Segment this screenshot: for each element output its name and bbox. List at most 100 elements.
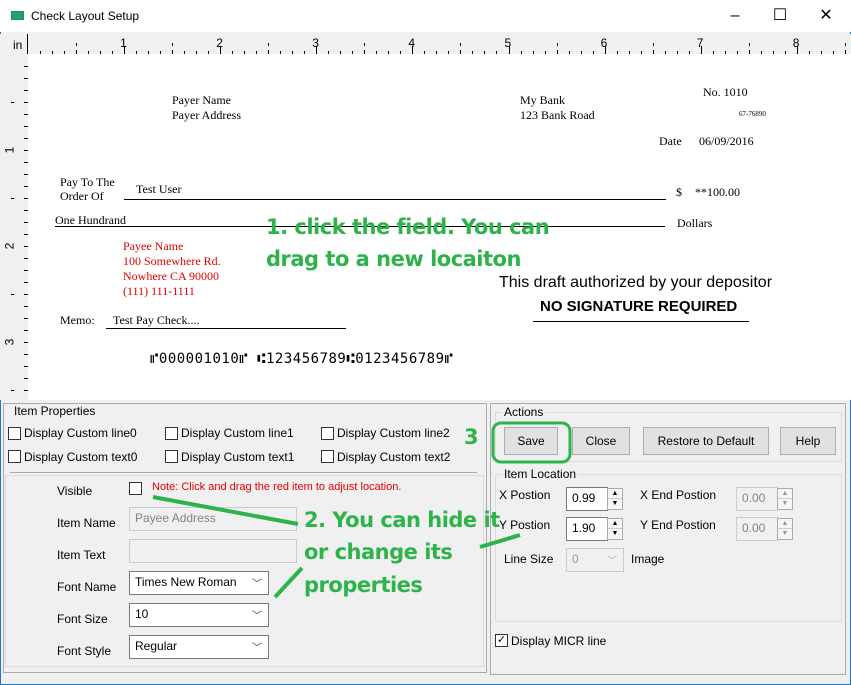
- app-icon: [11, 11, 24, 20]
- ruler-tick: [604, 46, 606, 54]
- custom-text1-label[interactable]: Display Custom text1: [181, 450, 295, 464]
- ruler-tick: [592, 51, 594, 54]
- actions-group: [495, 412, 842, 462]
- ruler-tick: [712, 51, 714, 54]
- custom-text0-checkbox[interactable]: [8, 450, 21, 463]
- ruler-tick: [352, 51, 354, 54]
- save-button[interactable]: Save: [504, 427, 558, 455]
- item-text-field[interactable]: [129, 539, 297, 563]
- font-style-select[interactable]: Regular ﹀: [129, 635, 269, 659]
- ruler-tick: [136, 51, 138, 54]
- font-style-label: Font Style: [57, 644, 112, 658]
- y-end-position-spinner[interactable]: ▲ ▼: [777, 518, 793, 540]
- y-position-field[interactable]: 1.90: [566, 517, 608, 541]
- ruler-tick: [24, 306, 28, 308]
- ruler-tick: [496, 51, 498, 54]
- fraction-code[interactable]: 67-76890: [739, 110, 766, 118]
- bank-address[interactable]: 123 Bank Road: [520, 108, 595, 122]
- ruler-tick: [340, 51, 342, 54]
- display-micr-label[interactable]: Display MICR line: [511, 634, 607, 648]
- help-button[interactable]: Help: [780, 427, 836, 455]
- ruler-tick: [484, 51, 486, 54]
- amount[interactable]: **100.00: [695, 185, 740, 199]
- memo-line: [106, 328, 346, 329]
- close-button[interactable]: Close: [572, 427, 630, 455]
- chevron-down-icon: ﹀: [252, 579, 262, 590]
- annotation-3: 3: [464, 425, 479, 449]
- line-size-select[interactable]: 0 ﹀: [566, 548, 624, 572]
- micr-line[interactable]: ⑈000001010⑈ ⑆123456789⑆0123456789⑈: [150, 351, 454, 367]
- ruler-tick: [208, 51, 210, 54]
- ruler-tick: [24, 282, 28, 284]
- visible-checkbox[interactable]: [129, 482, 142, 495]
- ruler-tick: [160, 51, 162, 54]
- ruler-tick: [412, 46, 414, 54]
- item-fields-group: [5, 475, 484, 667]
- dollars-label[interactable]: Dollars: [677, 216, 713, 230]
- ruler-tick: [11, 102, 14, 104]
- x-position-spinner[interactable]: ▲ ▼: [607, 488, 623, 510]
- custom-line2-checkbox[interactable]: [321, 427, 334, 440]
- payee-block-name[interactable]: Payee Name: [123, 239, 184, 253]
- ruler-label: 6: [600, 36, 608, 50]
- custom-text2-checkbox[interactable]: [321, 450, 334, 463]
- ruler-tick: [460, 43, 462, 46]
- ruler-tick: [244, 51, 246, 54]
- memo-label[interactable]: Memo:: [60, 313, 95, 327]
- display-micr-checkbox[interactable]: ✓: [495, 634, 508, 647]
- ruler-tick: [292, 51, 294, 54]
- custom-line1-label[interactable]: Display Custom line1: [181, 426, 294, 440]
- check-canvas[interactable]: Payer Name Payer Address My Bank 123 Ban…: [28, 54, 851, 400]
- x-position-field[interactable]: 0.99: [566, 487, 608, 511]
- custom-line1-checkbox[interactable]: [165, 427, 178, 440]
- ruler-tick: [24, 330, 28, 332]
- font-name-select[interactable]: Times New Roman ﹀: [129, 571, 269, 595]
- payee-block-phone[interactable]: (111) 111-1111: [123, 284, 195, 298]
- custom-text1-checkbox[interactable]: [165, 450, 178, 463]
- restore-default-button[interactable]: Restore to Default: [643, 427, 769, 455]
- font-size-select[interactable]: 10 ﹀: [129, 603, 269, 627]
- custom-line0-label[interactable]: Display Custom line0: [24, 426, 137, 440]
- item-properties-panel: [3, 403, 487, 673]
- payer-address[interactable]: Payer Address: [172, 108, 241, 122]
- ruler-tick: [436, 51, 438, 54]
- memo-value[interactable]: Test Pay Check....: [113, 313, 200, 327]
- pay-to-label-1[interactable]: Pay To The: [60, 175, 115, 189]
- authorized-text[interactable]: This draft authorized by your depositor: [499, 274, 773, 291]
- date-label[interactable]: Date: [659, 134, 682, 148]
- x-end-position-field[interactable]: 0.00: [736, 487, 778, 511]
- bank-name[interactable]: My Bank: [520, 93, 565, 107]
- payee-block-address[interactable]: 100 Somewhere Rd.: [123, 254, 221, 268]
- ruler-tick: [100, 51, 102, 54]
- ruler-tick: [796, 46, 798, 54]
- ruler-tick: [268, 50, 270, 54]
- close-window-button[interactable]: ✕: [819, 7, 833, 24]
- pay-to-label-2[interactable]: Order Of: [60, 189, 104, 203]
- custom-text2-label[interactable]: Display Custom text2: [337, 450, 451, 464]
- check-number[interactable]: No. 1010: [703, 85, 748, 99]
- ruler-tick: [688, 51, 690, 54]
- window-title: Check Layout Setup: [31, 9, 140, 23]
- ruler-tick: [556, 43, 558, 46]
- custom-line2-label[interactable]: Display Custom line2: [337, 426, 450, 440]
- ruler-tick: [24, 126, 28, 128]
- minimize-button[interactable]: –: [730, 7, 740, 24]
- date-value[interactable]: 06/09/2016: [699, 134, 754, 148]
- ruler-tick: [184, 51, 186, 54]
- item-location-title: Item Location: [502, 467, 579, 481]
- payer-name[interactable]: Payer Name: [172, 93, 231, 107]
- amount-words[interactable]: One Hundrand: [55, 213, 126, 227]
- ruler-tick: [748, 50, 750, 54]
- ruler-tick: [196, 51, 198, 54]
- payee-block-city[interactable]: Nowhere CA 90000: [123, 269, 219, 283]
- custom-line0-checkbox[interactable]: [8, 427, 21, 440]
- maximize-button[interactable]: ☐: [772, 7, 788, 24]
- no-signature-text[interactable]: NO SIGNATURE REQUIRED: [540, 298, 738, 315]
- y-position-spinner[interactable]: ▲ ▼: [607, 518, 623, 540]
- divider: [10, 472, 477, 473]
- dollar-sign[interactable]: $: [676, 185, 682, 199]
- custom-text0-label[interactable]: Display Custom text0: [24, 450, 138, 464]
- x-end-position-spinner[interactable]: ▲ ▼: [777, 488, 793, 510]
- payee-name[interactable]: Test User: [136, 182, 182, 196]
- ruler-tick: [76, 50, 78, 54]
